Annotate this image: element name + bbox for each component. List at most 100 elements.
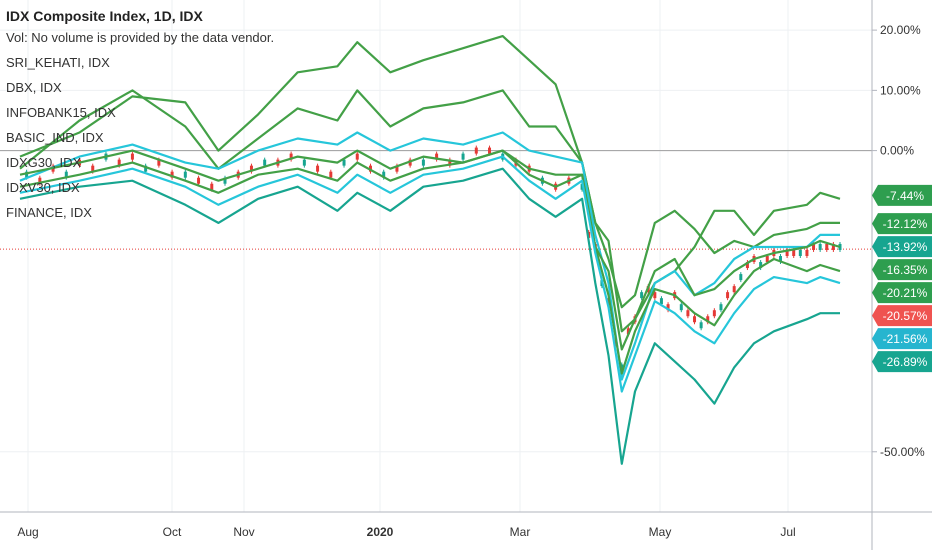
candle [812,243,816,250]
candle [117,159,121,166]
time-tick-label: Aug [17,525,38,539]
price-tick-label: 10.00% [880,83,921,97]
series-value-badge: -20.57% [872,305,932,327]
badge-shape [872,259,932,281]
candle [792,249,796,256]
price-tick-label: -50.00% [880,445,925,459]
candle [197,177,201,184]
series-value-badge: -21.56% [872,328,932,350]
badge-shape [872,305,932,327]
chart-title[interactable]: IDX Composite Index, 1D, IDX [6,8,203,24]
time-tick-label: Jul [780,525,795,539]
series-line-5 [19,149,841,375]
candle [210,183,214,190]
candle [249,165,253,172]
candle [488,147,492,154]
candle [329,171,333,178]
candle [778,256,782,263]
candle [342,159,346,166]
series-value-labels: -7.44% -12.12% -13.92% -16.35% -20.21% -20.57… [872,184,932,373]
price-tick-label: 20.00% [880,23,921,37]
candle [355,153,359,160]
candle [719,304,723,311]
series-value-badge: -12.12% [872,213,932,235]
legend-item-basic-ind[interactable]: BASIC_IND, IDX [6,130,104,145]
candle [712,310,716,317]
comparison-series [19,34,841,465]
candle [726,292,730,299]
price-axis[interactable]: 20.00% 10.00% 0.00% -50.00% [872,23,925,459]
candle [263,159,267,166]
volume-note: Vol: No volume is provided by the data v… [6,30,275,45]
candle [732,286,736,293]
legend-item-idxv30[interactable]: IDXV30, IDX [6,180,80,195]
candle [408,159,412,166]
badge-shape [872,328,932,350]
candle [805,249,809,256]
candle [798,249,802,256]
price-tick-label: 0.00% [880,144,914,158]
badge-shape [872,351,932,373]
candle [395,165,399,172]
candle [653,292,657,299]
candle [666,304,670,311]
candle [448,159,452,166]
candle [739,274,743,281]
candle [421,159,425,166]
candle [38,177,42,184]
candle [659,298,663,305]
time-tick-label: Oct [163,525,182,539]
badge-value: -16.35% [883,263,928,277]
series-value-badge: -13.92% [872,236,932,258]
series-line-1 [19,34,841,333]
legend-item-infobank15[interactable]: INFOBANK15, IDX [6,105,116,120]
candle [223,177,227,184]
series-value-badge: -7.44% [872,184,932,206]
candle [785,249,789,256]
candle [144,165,148,172]
candle [157,159,161,166]
badge-value: -26.89% [883,355,928,369]
candle [831,243,835,250]
candle [316,165,320,172]
series-value-badge: -16.35% [872,259,932,281]
candle [435,153,439,160]
candle [686,310,690,317]
legend-item-sri-kehati[interactable]: SRI_KEHATI, IDX [6,55,110,70]
candle [765,256,769,263]
time-tick-label: May [649,525,672,539]
badge-value: -12.12% [883,217,928,231]
candle [626,328,630,335]
badge-shape [872,282,932,304]
series-line-3 [19,131,840,381]
candle [693,316,697,323]
candle [759,262,763,269]
badge-shape [872,213,932,235]
series-line-6 [19,155,841,393]
legend-item-dbx[interactable]: DBX, IDX [6,80,62,95]
time-tick-label: Nov [233,525,254,539]
candle [302,159,306,166]
candle [706,316,710,323]
candle [130,153,134,160]
candle [25,171,29,178]
badge-shape [872,236,932,258]
series-value-badge: -20.21% [872,282,932,304]
badge-value: -20.21% [883,286,928,300]
candle [699,322,703,329]
candle [382,171,386,178]
time-tick-label: 2020 [367,525,394,539]
chart-legend: IDX Composite Index, 1D, IDX Vol: No vol… [6,6,274,225]
series-line-4 [19,149,841,351]
series-value-badge: -26.89% [872,351,932,373]
time-axis[interactable]: Aug Oct Nov 2020 Mar May Jul [17,525,795,539]
candle [825,243,829,250]
candle [170,171,174,178]
legend-item-idxg30[interactable]: IDXG30, IDX [6,155,82,170]
candle [818,243,822,250]
candle [640,292,644,299]
series-line-7 [19,167,840,465]
legend-item-finance[interactable]: FINANCE, IDX [6,205,92,220]
time-tick-label: Mar [510,525,531,539]
